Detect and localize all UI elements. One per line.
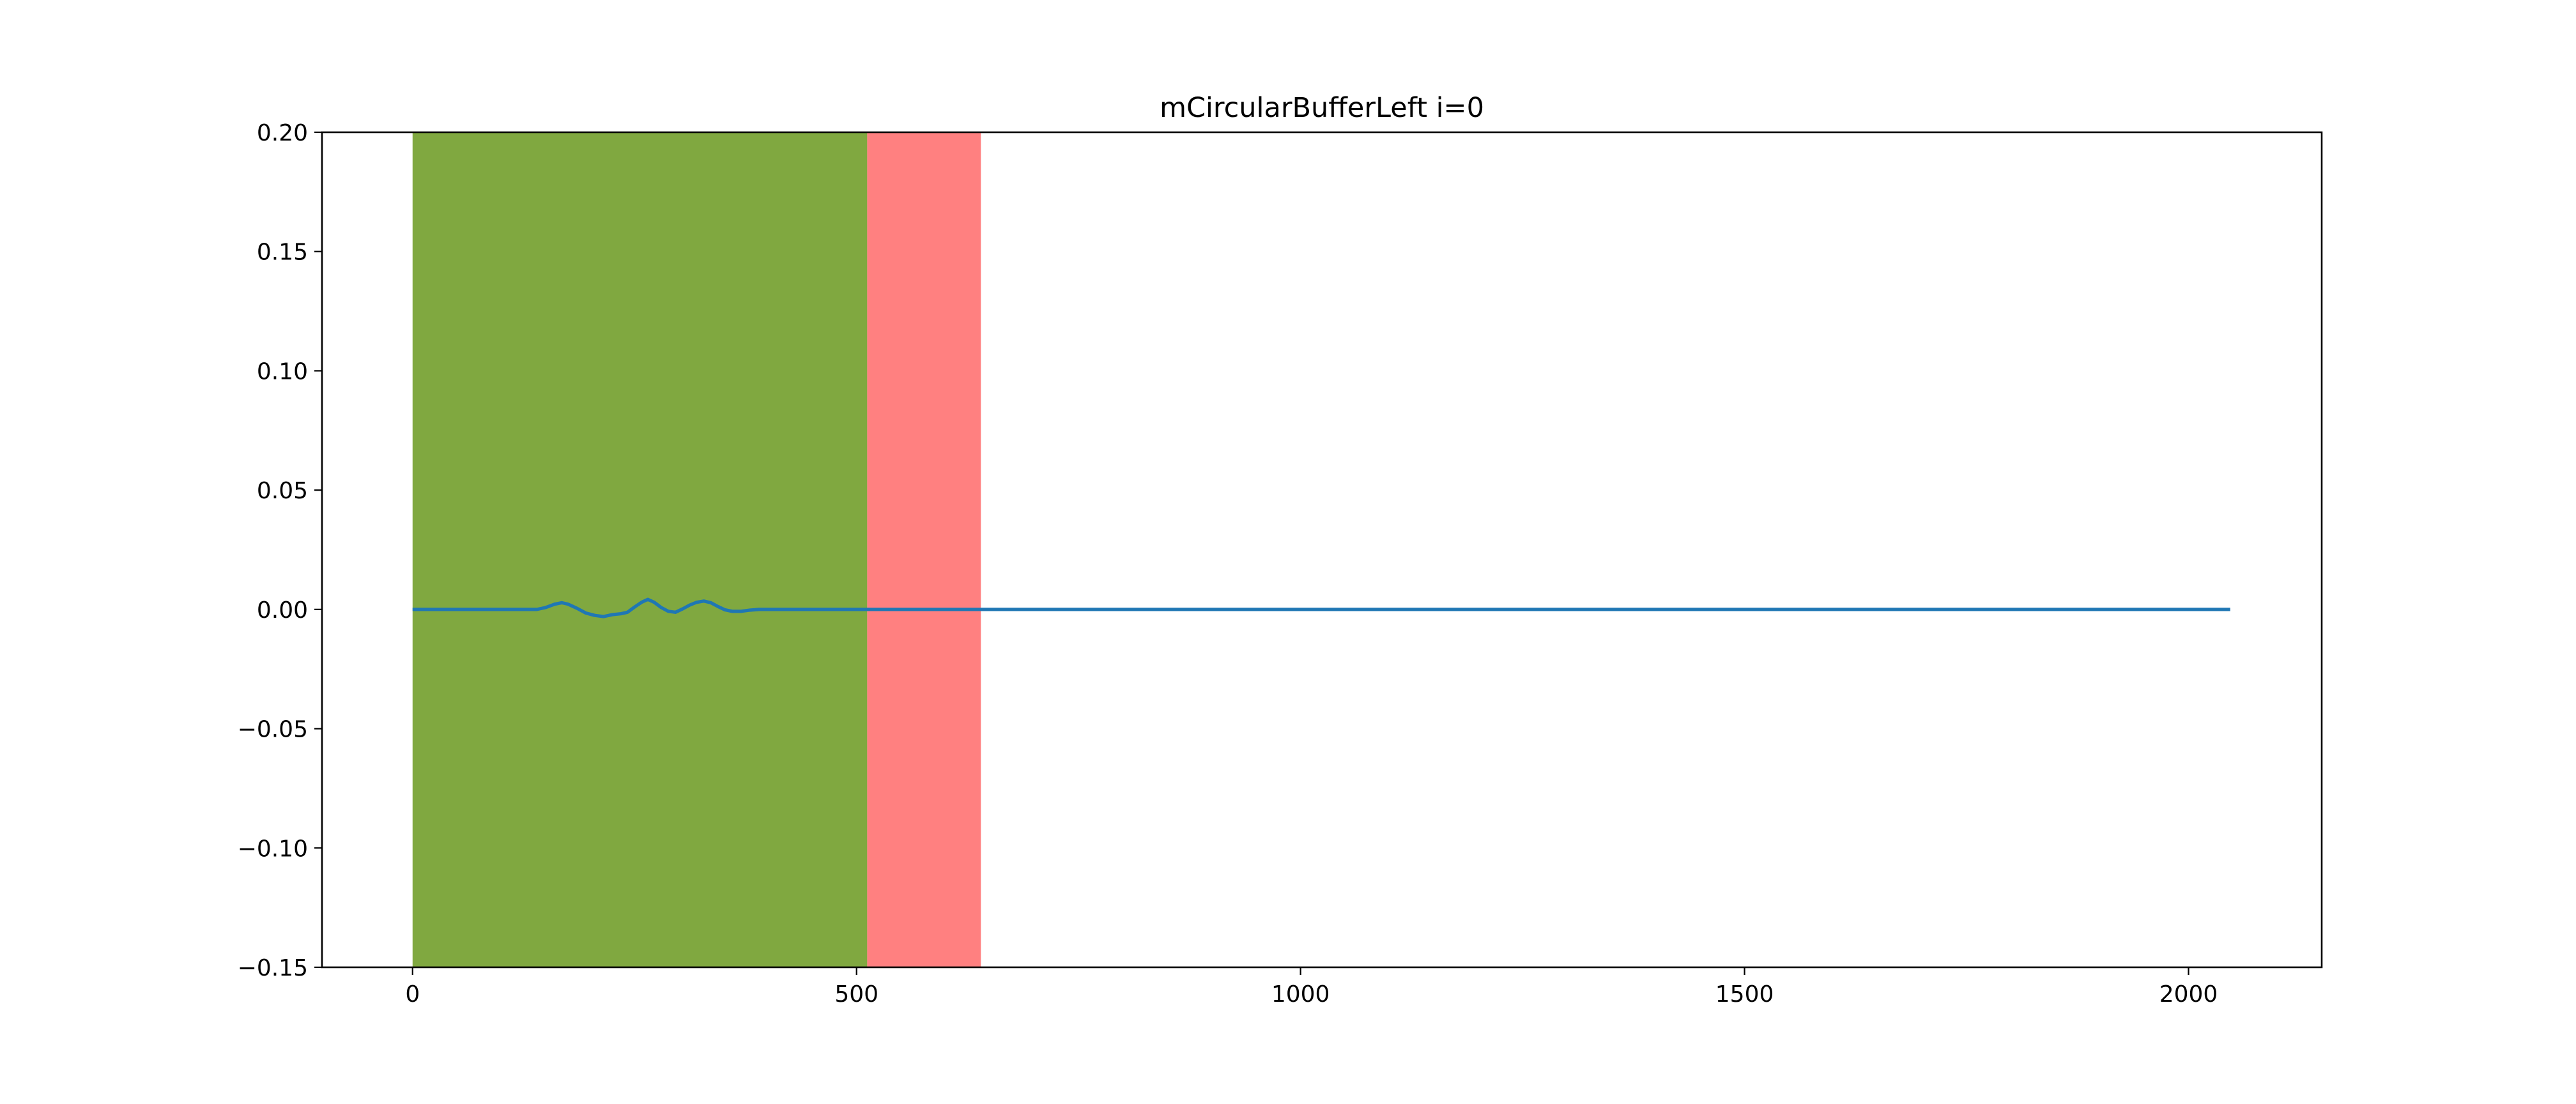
y-tick-label: 0.20 <box>257 120 308 146</box>
span-region-0 <box>412 132 868 967</box>
x-axis-ticks: 0 500 1000 1500 2000 <box>405 967 2218 1008</box>
y-axis-ticks: 0.20 0.15 0.10 0.05 0.00 −0.05 −0.10 −0.15 <box>238 120 322 981</box>
y-tick-label: 0.00 <box>257 597 308 624</box>
x-tick-label: 2000 <box>2159 981 2218 1008</box>
y-tick-label: 0.10 <box>257 358 308 385</box>
plot-frame <box>321 131 2323 969</box>
chart-title: mCircularBufferLeft i=0 <box>1160 92 1484 124</box>
span-region-1 <box>867 132 981 967</box>
spans <box>412 132 981 967</box>
series-line-0 <box>412 597 2230 618</box>
y-tick-label: −0.10 <box>238 836 308 862</box>
x-tick-label: 0 <box>405 981 420 1008</box>
x-tick-label: 1000 <box>1271 981 1330 1008</box>
y-tick-label: −0.05 <box>238 717 308 743</box>
y-tick-label: 0.05 <box>257 478 308 504</box>
x-tick-label: 500 <box>834 981 878 1008</box>
x-tick-label: 1500 <box>1715 981 1774 1008</box>
y-tick-label: 0.15 <box>257 240 308 266</box>
series-lines <box>412 597 2230 618</box>
y-tick-label: −0.15 <box>238 955 308 981</box>
